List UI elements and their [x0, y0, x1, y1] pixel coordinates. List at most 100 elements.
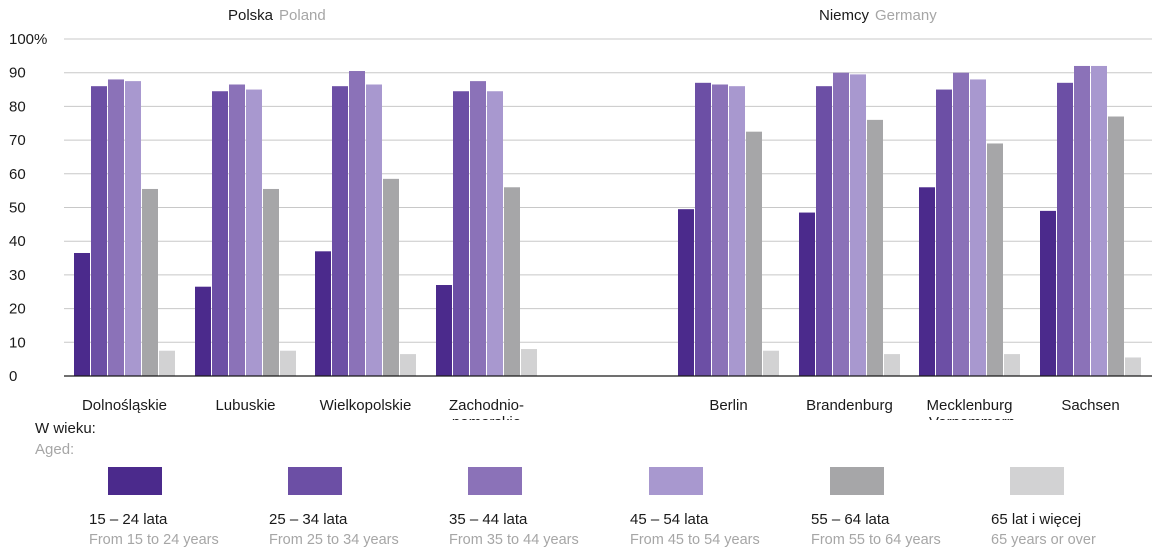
bar	[712, 84, 728, 377]
bar	[729, 86, 745, 377]
y-tick-label: 10	[9, 334, 26, 351]
legend-label-en: From 25 to 34 years	[269, 532, 399, 548]
bar	[125, 81, 141, 376]
bar	[678, 209, 694, 376]
bar	[91, 86, 107, 377]
group-title: Niemcy Germany	[819, 7, 937, 24]
bar	[1074, 65, 1090, 377]
bar	[1004, 354, 1020, 376]
category-label: Dolnośląskie	[82, 397, 167, 414]
bar	[867, 119, 883, 376]
legend-item-55-64: 55 – 64 lata From 55 to 64 years	[811, 467, 1001, 548]
legend-swatch	[108, 467, 162, 495]
y-tick-label: 50	[9, 200, 26, 217]
bar	[400, 354, 416, 376]
legend-label: 45 – 54 lata	[630, 511, 709, 528]
bar	[1108, 116, 1124, 376]
bar	[246, 89, 262, 377]
bar	[695, 82, 711, 376]
bar	[142, 188, 158, 376]
group-title: Polska Poland	[228, 7, 326, 24]
legend-swatch	[1010, 467, 1064, 495]
category-label: -Vorpommern	[924, 414, 1015, 420]
legend-label: 55 – 64 lata	[811, 511, 890, 528]
bar	[521, 349, 537, 376]
bar	[884, 354, 900, 376]
y-tick-label: 40	[9, 233, 26, 250]
category-label: Berlin	[709, 397, 747, 414]
category-label: pomorskie	[452, 414, 521, 420]
bar	[799, 212, 815, 376]
y-tick-label: 100%	[9, 31, 47, 48]
legend-label-en: From 45 to 54 years	[630, 532, 760, 548]
bar	[212, 91, 228, 377]
bar	[970, 79, 986, 376]
legend-label: 35 – 44 lata	[449, 511, 528, 528]
y-tick-label: 80	[9, 98, 26, 115]
category-label: Mecklenburg	[927, 397, 1013, 414]
bar	[366, 84, 382, 377]
bar	[453, 91, 469, 377]
bar	[936, 89, 952, 377]
bar	[504, 187, 520, 376]
legend-title-en: Aged:	[35, 441, 75, 458]
bar	[470, 81, 486, 376]
legend-label-en: From 55 to 64 years	[811, 532, 941, 548]
category-label: Sachsen	[1061, 397, 1119, 414]
category-label: Zachodnio-	[449, 397, 524, 414]
legend-label: 15 – 24 lata	[89, 511, 168, 528]
bar	[487, 91, 503, 377]
legend-item-25-34: 25 – 34 lata From 25 to 34 years	[269, 467, 459, 548]
category-label: Brandenburg	[806, 397, 893, 414]
legend-label-en: 65 years or over	[991, 532, 1096, 548]
bar	[315, 251, 331, 376]
bar	[332, 86, 348, 377]
bar	[229, 84, 245, 377]
legend-item-35-44: 35 – 44 lata From 35 to 44 years	[449, 467, 639, 548]
bar	[1125, 357, 1141, 376]
y-tick-label: 60	[9, 166, 26, 183]
bar	[383, 178, 399, 376]
bar	[919, 187, 935, 376]
group-title-pl: Polska	[228, 7, 274, 24]
group-title-en: Poland	[279, 7, 326, 24]
y-tick-label: 30	[9, 267, 26, 284]
bar	[263, 188, 279, 376]
bar	[816, 86, 832, 377]
bar	[195, 286, 211, 376]
category-label: Lubuskie	[215, 397, 275, 414]
category-label: Wielkopolskie	[320, 397, 412, 414]
bar	[833, 72, 849, 376]
legend-title: W wieku:	[35, 420, 96, 437]
bar	[280, 350, 296, 376]
bar	[763, 350, 779, 376]
y-tick-label: 90	[9, 65, 26, 82]
bar	[159, 350, 175, 376]
group-title-pl: Niemcy	[819, 7, 870, 24]
legend-item-15-24: 15 – 24 lata From 15 to 24 years	[89, 467, 279, 548]
y-tick-label: 20	[9, 301, 26, 318]
bar	[746, 131, 762, 376]
bar	[953, 72, 969, 376]
group-title-en: Germany	[875, 7, 937, 24]
bar-chart: 0 10 20 30 40 50 60 70 80 90 100% Dolnośląskie Lubus…	[9, 7, 1152, 420]
bar	[1091, 65, 1107, 377]
bar	[1040, 210, 1056, 376]
bar	[349, 71, 365, 376]
bar	[108, 79, 124, 376]
y-tick-label: 0	[9, 368, 17, 385]
legend-label-en: From 15 to 24 years	[89, 532, 219, 548]
legend-swatch	[468, 467, 522, 495]
bar	[74, 252, 90, 376]
bar	[1057, 82, 1073, 376]
bar	[850, 74, 866, 376]
bar	[987, 143, 1003, 376]
y-tick-label: 70	[9, 132, 26, 149]
bar	[436, 285, 452, 376]
legend-swatch	[288, 467, 342, 495]
legend-label-en: From 35 to 44 years	[449, 532, 579, 548]
legend-swatch	[830, 467, 884, 495]
legend-item-45-54: 45 – 54 lata From 45 to 54 years	[630, 467, 820, 548]
legend-label: 65 lat i więcej	[991, 511, 1082, 528]
legend-label: 25 – 34 lata	[269, 511, 348, 528]
